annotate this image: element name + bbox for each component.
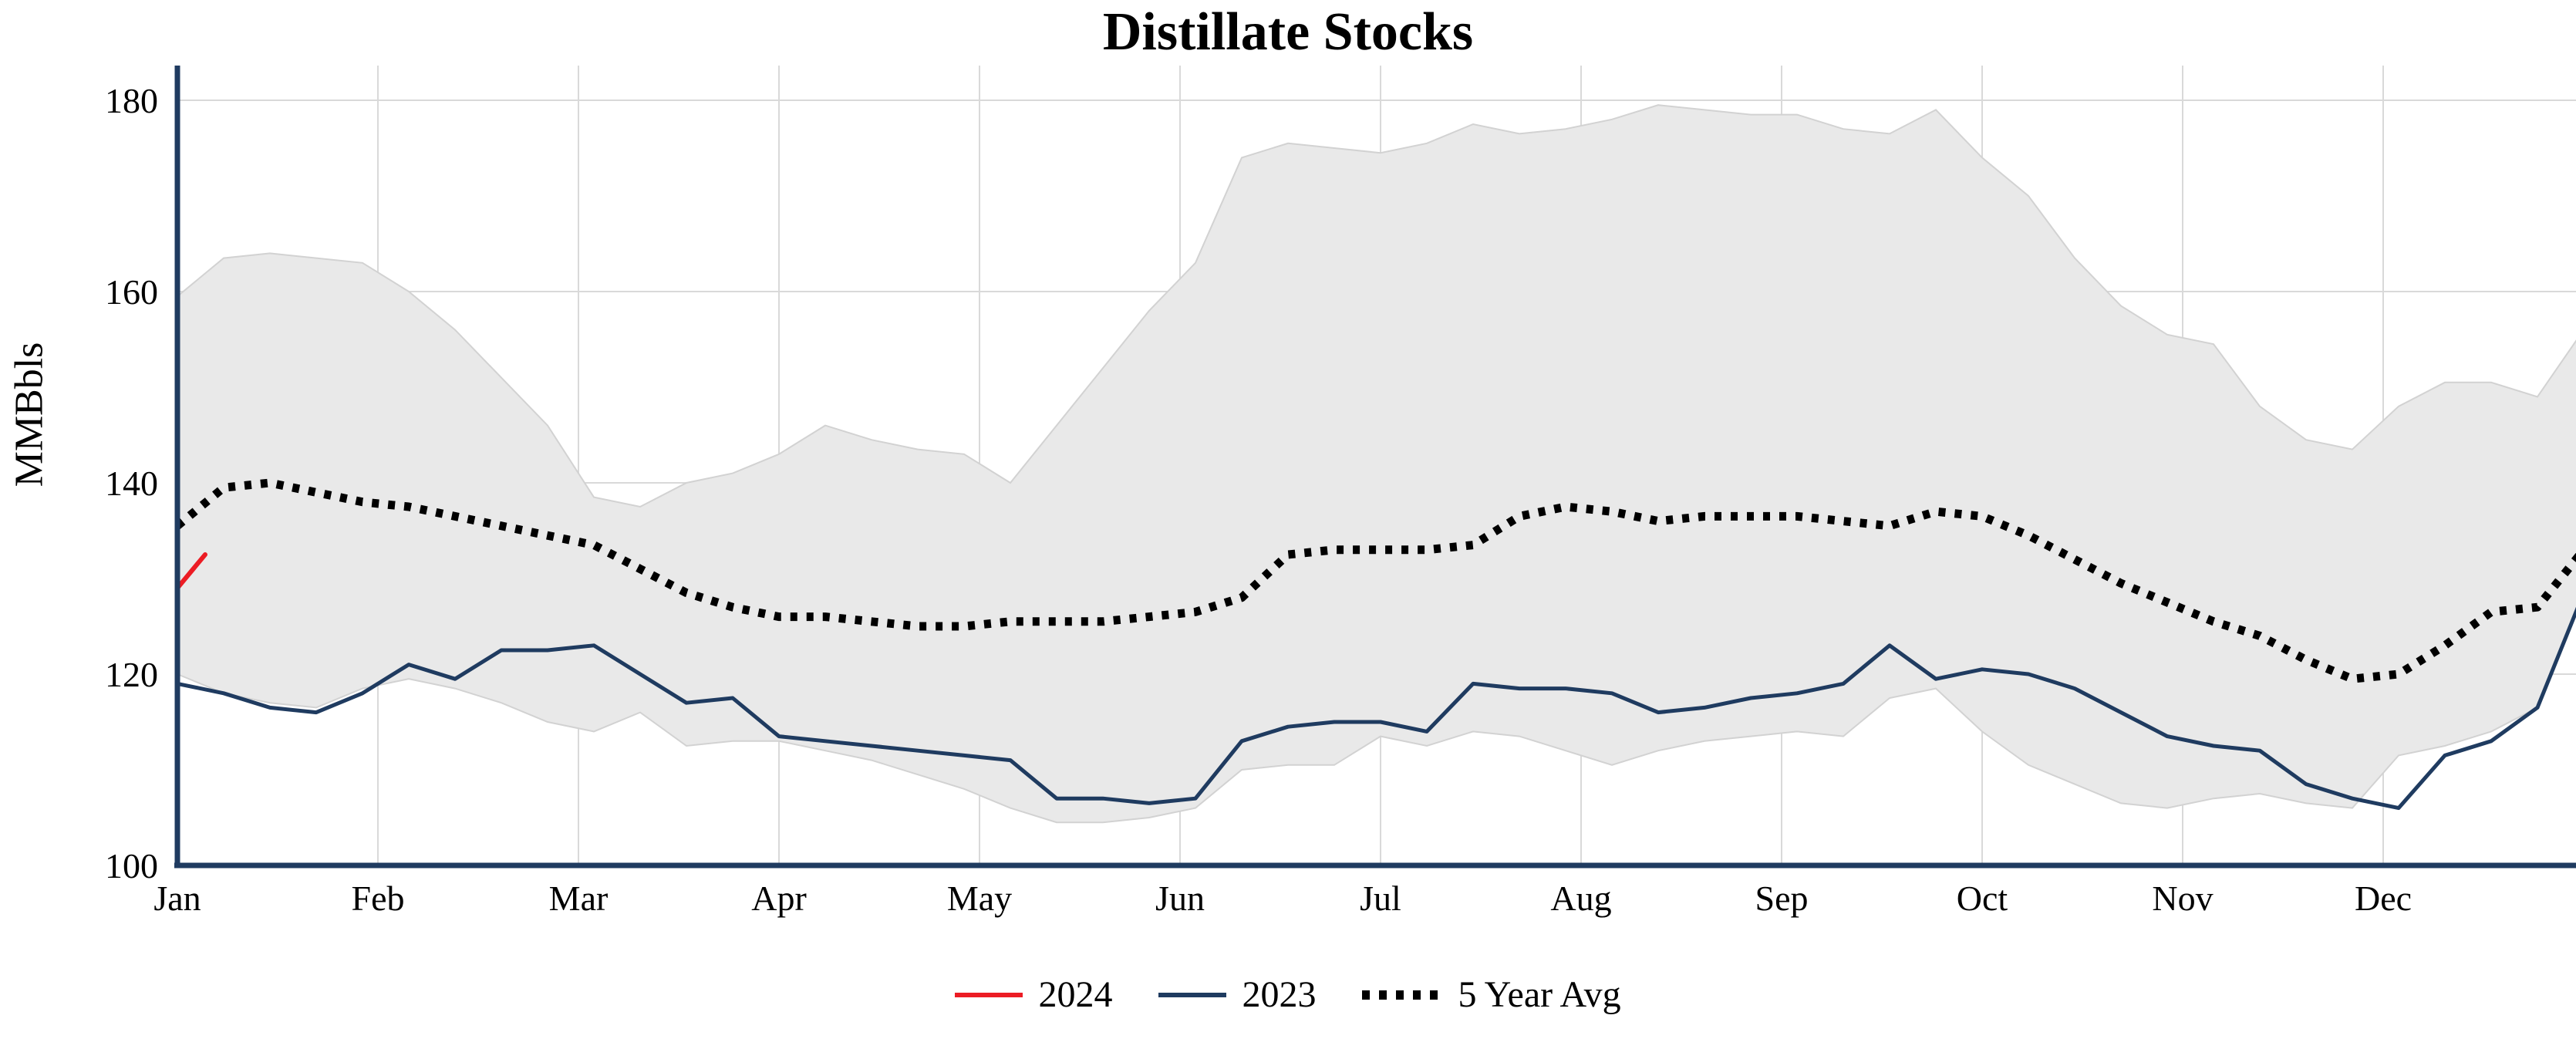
chart-title: Distillate Stocks [1102, 2, 1474, 62]
x-tick-label-nov: Nov [2152, 879, 2213, 918]
legend-swatch-2024 [955, 992, 1023, 997]
legend-item-5yr-avg: 5 Year Avg [1362, 973, 1621, 1016]
legend-swatch-5yr-avg [1362, 990, 1443, 1000]
y-tick-label: 160 [105, 272, 158, 312]
y-tick-label: 140 [105, 464, 158, 503]
legend-label-5yr-avg: 5 Year Avg [1458, 974, 1621, 1015]
y-tick-label: 120 [105, 655, 158, 694]
y-tick-label: 100 [105, 846, 158, 885]
x-tick-label-aug: Aug [1550, 879, 1611, 918]
legend-item-2023: 2023 [1158, 973, 1316, 1016]
x-tick-label-jan: Jan [153, 879, 201, 918]
x-tick-label-mar: Mar [549, 879, 609, 918]
legend-label-2023: 2023 [1242, 974, 1317, 1015]
five-year-range-band [177, 104, 2576, 824]
legend-swatch-2023 [1158, 992, 1227, 997]
series-line-2023 [175, 606, 2576, 811]
legend-label-2024: 2024 [1038, 974, 1113, 1015]
x-tick-label-jul: Jul [1360, 879, 1401, 918]
series-line-2024 [175, 552, 207, 591]
legend-item-2024: 2024 [955, 973, 1112, 1016]
y-tick-label: 180 [105, 81, 158, 120]
legend: 2024 2023 5 Year Avg [0, 973, 2576, 1016]
x-tick-label-sep: Sep [1755, 879, 1809, 918]
x-tick-label-feb: Feb [352, 879, 405, 918]
x-tick-label-jun: Jun [1155, 879, 1205, 918]
x-tick-label-oct: Oct [1957, 879, 2008, 918]
series-line-5-year-avg [174, 478, 2576, 683]
x-tick-label-dec: Dec [2355, 879, 2412, 918]
x-tick-label-may: May [947, 879, 1012, 918]
x-tick-label-apr: Apr [751, 879, 807, 918]
